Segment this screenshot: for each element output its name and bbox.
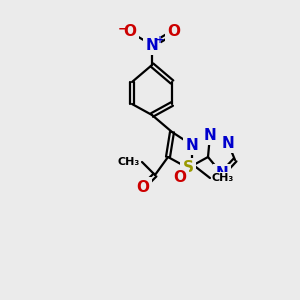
Text: CH₃: CH₃ (212, 173, 234, 183)
Text: −: − (118, 22, 128, 35)
Text: N: N (216, 167, 228, 182)
Text: +: + (156, 35, 164, 45)
Text: O: O (173, 170, 187, 185)
Text: O: O (124, 25, 136, 40)
Text: S: S (182, 160, 194, 175)
Text: O: O (167, 25, 181, 40)
Text: N: N (222, 136, 234, 151)
Text: CH₃: CH₃ (118, 157, 140, 167)
Text: N: N (204, 128, 216, 142)
Text: N: N (146, 38, 158, 52)
Text: O: O (136, 179, 149, 194)
Text: N: N (186, 137, 198, 152)
